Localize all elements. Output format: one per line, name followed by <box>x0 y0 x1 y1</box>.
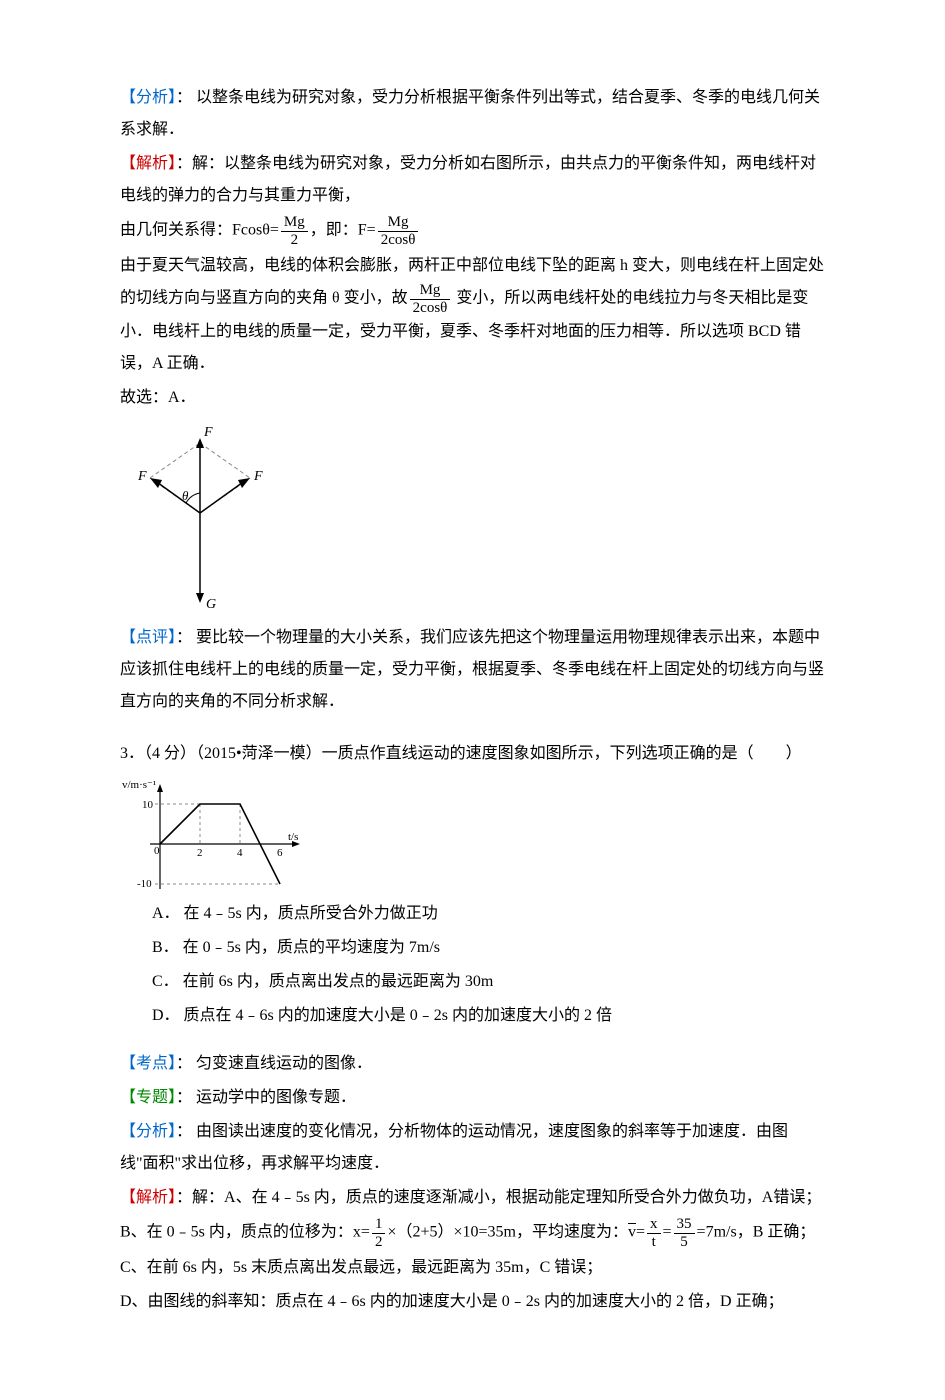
solution2-B: B、在 0﹣5s 内，质点的位移为：x=12×（2+5）×10=35m，平均速度… <box>120 1216 825 1250</box>
review-block: 【点评】： 要比较一个物理量的大小关系，我们应该先把这个物理量运用物理规律表示出… <box>120 622 825 718</box>
fraction-mg-2: Mg2 <box>281 214 308 248</box>
q3-text: 3．（4 分）（2015•菏泽一模）一质点作直线运动的速度图象如图所示，下列选项… <box>120 745 802 762</box>
sol-B-end: =7m/s，B 正确； <box>697 1224 816 1241</box>
sol-B-pre: B、在 0﹣5s 内，质点的位移为：x= <box>120 1224 370 1241</box>
analysis-label: 【分析】 <box>120 89 176 106</box>
force-diagram: F F F θ G <box>120 418 280 618</box>
solution-geom: 由几何关系得：Fcosθ=Mg2，即：F=Mg2cosθ <box>120 214 825 248</box>
solution-p1: 【解析】：解：以整条电线为研究对象，受力分析如右图所示，由共点力的平衡条件知，两… <box>120 148 825 212</box>
spacer-2 <box>120 1034 825 1046</box>
review-label: 【点评】 <box>120 629 176 646</box>
fraction-xt: xt <box>647 1216 661 1250</box>
solution2-A-text: ：解：A、在 4﹣5s 内，质点的速度逐渐减小，根据动能定理知所受合外力做负功，… <box>176 1189 821 1206</box>
analysis-text: ： 以整条电线为研究对象，受力分析根据平衡条件列出等式，结合夏季、冬季的电线几何… <box>120 89 820 138</box>
kaodian-label: 【考点】 <box>120 1055 176 1072</box>
kaodian-text: ： 匀变速直线运动的图像． <box>176 1055 372 1072</box>
zhuanti-block: 【专题】： 运动学中的图像专题． <box>120 1082 825 1114</box>
fraction-mg-2cos: Mg2cosθ <box>378 214 419 248</box>
chart-origin: 0 <box>154 845 160 857</box>
chart-xlabel: t/s <box>288 831 298 843</box>
solution2-C: C、在前 6s 内，5s 末质点离出发点最远，最远距离为 35m，C 错误； <box>120 1252 825 1284</box>
chart-x-2: 2 <box>197 847 203 859</box>
chart-x-4: 4 <box>237 847 243 859</box>
geom-prefix: 由几何关系得：Fcosθ= <box>120 222 279 239</box>
analysis-block: 【分析】： 以整条电线为研究对象，受力分析根据平衡条件列出等式，结合夏季、冬季的… <box>120 82 825 146</box>
option-A: A． 在 4﹣5s 内，质点所受合外力做正功 <box>152 898 825 930</box>
analysis2-label: 【分析】 <box>120 1123 176 1140</box>
question-3: 3．（4 分）（2015•菏泽一模）一质点作直线运动的速度图象如图所示，下列选项… <box>120 738 825 770</box>
review-text: ： 要比较一个物理量的大小关系，我们应该先把这个物理量运用物理规律表示出来，本题… <box>120 629 824 710</box>
diagram-F-right: F <box>253 469 263 484</box>
zhuanti-label: 【专题】 <box>120 1089 176 1106</box>
sol-B-eq: = <box>636 1224 645 1241</box>
option-B: B． 在 0﹣5s 内，质点的平均速度为 7m/s <box>152 932 825 964</box>
kaodian-block: 【考点】： 匀变速直线运动的图像． <box>120 1048 825 1080</box>
chart-y-neg10: -10 <box>137 878 152 890</box>
diagram-theta: θ <box>182 488 189 503</box>
option-C: C． 在前 6s 内，质点离出发点的最远距离为 30m <box>152 966 825 998</box>
vbar: v <box>628 1224 636 1241</box>
sol-B-eq2: = <box>663 1224 672 1241</box>
solution-p3: 由于夏天气温较高，电线的体积会膨胀，两杆正中部位电线下坠的距离 h 变大，则电线… <box>120 250 825 380</box>
diagram-F-top: F <box>203 425 213 440</box>
vt-chart: v/m·s⁻¹ 10 0 -10 2 4 6 t/s <box>120 774 310 894</box>
fraction-35-5: 355 <box>674 1216 695 1250</box>
solution-text-1: ：解：以整条电线为研究对象，受力分析如右图所示，由共点力的平衡条件知，两电线杆对… <box>120 155 816 204</box>
chart-ylabel: v/m·s⁻¹ <box>122 779 156 791</box>
fraction-mg-2cos-b: Mg2cosθ <box>410 282 451 316</box>
chart-x-6: 6 <box>277 847 283 859</box>
spacer <box>120 720 825 736</box>
diagram-G: G <box>206 597 216 612</box>
solution2-D: D、由图线的斜率知：质点在 4﹣6s 内的加速度大小是 0﹣2s 内的加速度大小… <box>120 1286 825 1318</box>
solution2-label: 【解析】 <box>120 1189 176 1206</box>
analysis2-text: ： 由图读出速度的变化情况，分析物体的运动情况，速度图象的斜率等于加速度．由图线… <box>120 1123 788 1172</box>
solution-label: 【解析】 <box>120 155 176 172</box>
diagram-F-left: F <box>137 469 147 484</box>
conclusion: 故选：A． <box>120 382 825 414</box>
solution2-A: 【解析】：解：A、在 4﹣5s 内，质点的速度逐渐减小，根据动能定理知所受合外力… <box>120 1182 825 1214</box>
zhuanti-text: ： 运动学中的图像专题． <box>176 1089 356 1106</box>
option-D: D． 质点在 4﹣6s 内的加速度大小是 0﹣2s 内的加速度大小的 2 倍 <box>152 1000 825 1032</box>
analysis2-block: 【分析】： 由图读出速度的变化情况，分析物体的运动情况，速度图象的斜率等于加速度… <box>120 1116 825 1180</box>
chart-y-10: 10 <box>142 799 154 811</box>
geom-mid: ，即：F= <box>310 222 376 239</box>
fraction-half: 12 <box>372 1216 386 1250</box>
sol-B-mid: ×（2+5）×10=35m，平均速度为： <box>387 1224 628 1241</box>
options-list: A． 在 4﹣5s 内，质点所受合外力做正功 B． 在 0﹣5s 内，质点的平均… <box>120 898 825 1032</box>
